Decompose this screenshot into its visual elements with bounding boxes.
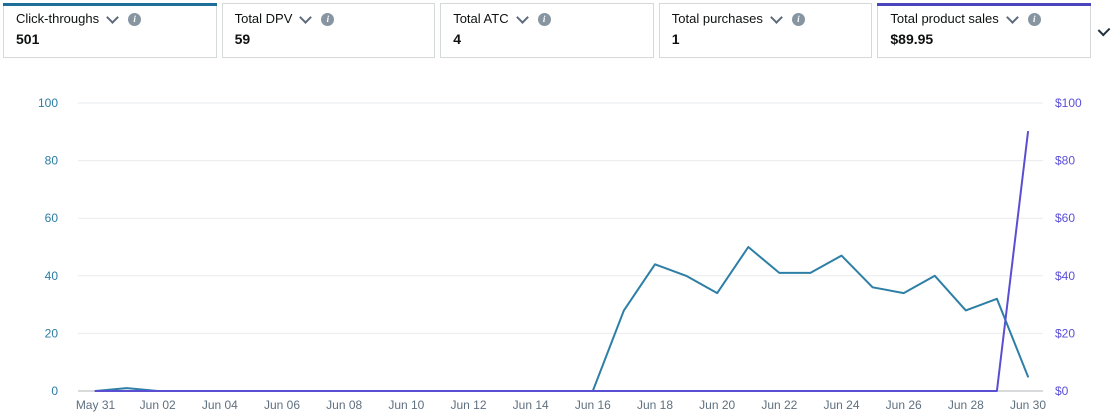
metric-value: 501 bbox=[16, 31, 40, 47]
info-icon[interactable]: i bbox=[537, 12, 551, 26]
x-axis-tick-label: Jun 30 bbox=[1010, 398, 1046, 412]
right-axis-tick-label: $0 bbox=[1055, 384, 1069, 398]
x-axis-tick-label: Jun 04 bbox=[202, 398, 238, 412]
left-axis-tick-label: 80 bbox=[45, 154, 59, 168]
left-axis-tick-label: 0 bbox=[51, 384, 58, 398]
right-axis-tick-label: $20 bbox=[1055, 326, 1075, 340]
metric-card-total-atc[interactable]: Total ATC i 4 bbox=[440, 3, 654, 58]
x-axis-tick-label: Jun 16 bbox=[575, 398, 611, 412]
x-axis-tick-label: Jun 14 bbox=[513, 398, 549, 412]
card-accent-bar bbox=[3, 3, 217, 6]
x-axis-tick-label: May 31 bbox=[76, 398, 116, 412]
click-throughs-line bbox=[94, 246, 1029, 392]
chevron-down-icon[interactable] bbox=[106, 10, 119, 24]
x-axis-tick-label: Jun 22 bbox=[761, 398, 797, 412]
metric-value: $89.95 bbox=[890, 31, 934, 47]
x-axis-tick-label: Jun 28 bbox=[948, 398, 984, 412]
info-icon[interactable]: i bbox=[128, 12, 142, 26]
left-axis-tick-label: 40 bbox=[45, 269, 59, 283]
x-axis-tick-label: Jun 20 bbox=[699, 398, 735, 412]
metric-value: 59 bbox=[234, 31, 251, 47]
info-icon[interactable]: i bbox=[321, 12, 335, 26]
metric-card-total-dpv[interactable]: Total DPV i 59 bbox=[221, 3, 436, 58]
x-axis-tick-label: Jun 10 bbox=[388, 398, 424, 412]
card-accent-bar bbox=[440, 3, 654, 6]
metric-value: 1 bbox=[671, 31, 680, 47]
chevron-down-icon[interactable] bbox=[515, 10, 529, 24]
metric-label: Total purchases bbox=[671, 11, 763, 26]
chevron-down-icon[interactable] bbox=[1005, 10, 1019, 24]
x-axis-tick-label: Jun 26 bbox=[886, 398, 922, 412]
x-axis-tick-label: Jun 24 bbox=[823, 398, 859, 412]
left-axis-tick-label: 60 bbox=[45, 211, 59, 225]
right-axis-tick-label: $60 bbox=[1055, 211, 1075, 225]
metric-card-click-throughs[interactable]: Click-throughs i 501 bbox=[3, 3, 217, 58]
right-axis-tick-label: $80 bbox=[1055, 154, 1075, 168]
x-axis-tick-label: Jun 08 bbox=[326, 398, 362, 412]
left-axis-tick-label: 20 bbox=[45, 326, 59, 340]
chevron-down-icon[interactable] bbox=[769, 10, 783, 24]
info-icon[interactable]: i bbox=[1027, 12, 1041, 26]
metric-label: Total ATC bbox=[453, 11, 509, 26]
x-axis-tick-label: Jun 12 bbox=[450, 398, 486, 412]
metric-cards-strip: Click-throughs i 501 Total DPV i 59 Tota… bbox=[3, 3, 1091, 58]
total-product-sales-line bbox=[94, 130, 1029, 392]
x-axis-tick-label: Jun 18 bbox=[637, 398, 673, 412]
right-axis-tick-label: $40 bbox=[1055, 269, 1075, 283]
info-icon[interactable]: i bbox=[791, 12, 805, 26]
metric-label: Click-throughs bbox=[16, 11, 100, 26]
metric-label: Total DPV bbox=[234, 11, 293, 26]
x-axis-tick-label: Jun 06 bbox=[264, 398, 300, 412]
chevron-down-icon[interactable] bbox=[299, 10, 313, 24]
right-axis-tick-label: $100 bbox=[1055, 96, 1082, 110]
metric-label: Total product sales bbox=[890, 11, 999, 26]
card-accent-bar bbox=[659, 3, 873, 6]
metric-card-total-product-sales[interactable]: Total product sales i $89.95 bbox=[877, 3, 1091, 58]
card-accent-bar bbox=[877, 3, 1091, 6]
card-accent-bar bbox=[222, 3, 436, 6]
metric-value: 4 bbox=[453, 31, 461, 47]
chevron-down-icon bbox=[1097, 23, 1111, 37]
expand-metrics-button[interactable] bbox=[1094, 22, 1114, 42]
metric-card-total-purchases[interactable]: Total purchases i 1 bbox=[658, 3, 873, 58]
x-axis-tick-label: Jun 02 bbox=[140, 398, 176, 412]
left-axis-tick-label: 100 bbox=[38, 96, 58, 110]
